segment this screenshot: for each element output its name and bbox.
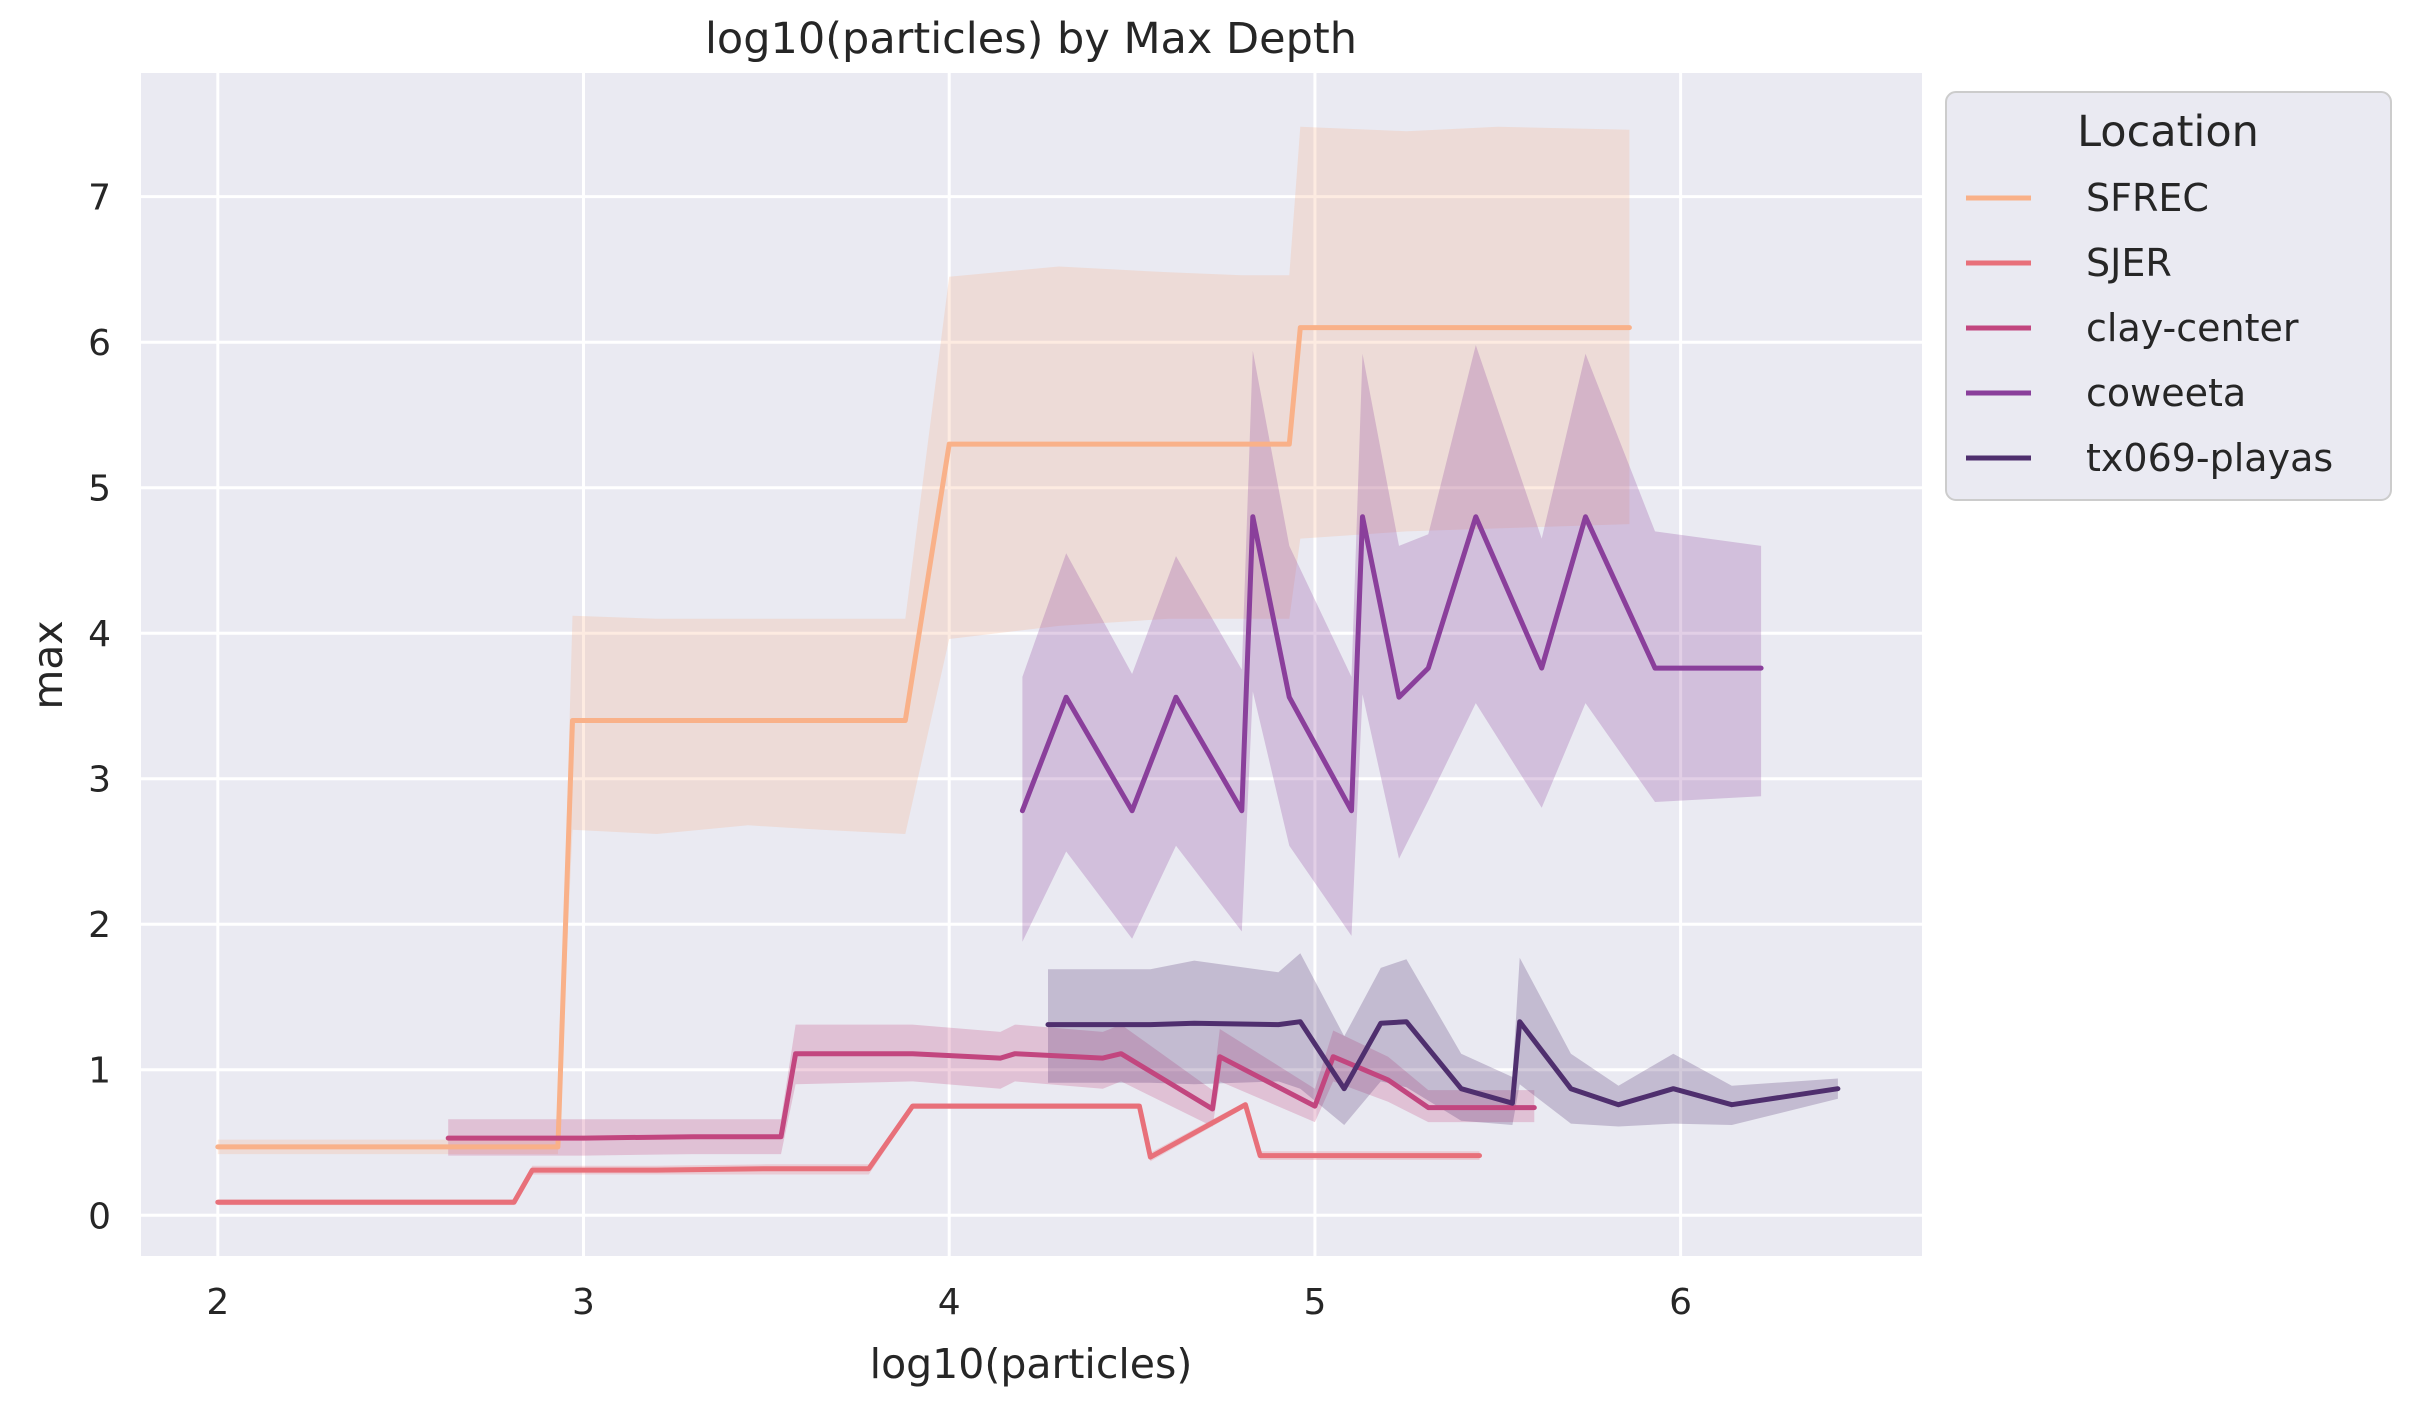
- series-line: [215, 325, 1632, 1150]
- confidence-band: [1048, 953, 1838, 1127]
- x-tick-label: 5: [1303, 1282, 1326, 1323]
- x-axis-label: log10(particles): [870, 1340, 1193, 1388]
- grid-lines: [141, 73, 1922, 1256]
- series-line: [445, 1051, 1537, 1141]
- x-tick-label: 2: [206, 1282, 229, 1323]
- legend-label: clay-center: [2086, 306, 2299, 350]
- confidence-bands: [217, 126, 1838, 1206]
- legend-label: SJER: [2086, 241, 2172, 285]
- series-lines: [215, 325, 1841, 1205]
- confidence-band: [448, 1024, 1535, 1156]
- y-tick-label: 0: [88, 1196, 111, 1237]
- series-line: [1045, 1019, 1841, 1108]
- y-tick-label: 2: [88, 905, 111, 946]
- series-line: [215, 1102, 1482, 1205]
- y-axis-ticks: 0 1 2 3 4 5 6 7: [88, 178, 111, 1238]
- legend-box: [1945, 91, 2392, 501]
- y-tick-label: 4: [88, 614, 111, 655]
- x-tick-label: 3: [572, 1282, 595, 1323]
- x-tick-label: 4: [938, 1282, 961, 1323]
- legend-label: coweeta: [2086, 371, 2246, 415]
- y-tick-label: 5: [88, 469, 111, 510]
- legend: Location SFREC SJER clay-center coweeta tx06…: [1945, 91, 2392, 501]
- y-tick-label: 7: [88, 178, 111, 219]
- y-axis-label: max: [24, 620, 72, 709]
- y-tick-label: 1: [88, 1051, 111, 1092]
- x-axis-ticks: 2 3 4 5 6: [206, 1282, 1692, 1323]
- y-tick-label: 3: [88, 760, 111, 801]
- legend-label: SFREC: [2086, 176, 2209, 220]
- y-tick-label: 6: [88, 323, 111, 364]
- x-tick-label: 6: [1669, 1282, 1692, 1323]
- legend-label: tx069-playas: [2086, 436, 2333, 480]
- confidence-band: [217, 126, 1630, 1155]
- confidence-band: [1022, 345, 1762, 942]
- chart-title: log10(particles) by Max Depth: [705, 14, 1357, 64]
- plot-area: [141, 73, 1922, 1256]
- series-line: [1019, 514, 1764, 814]
- legend-title: Location: [2077, 107, 2259, 157]
